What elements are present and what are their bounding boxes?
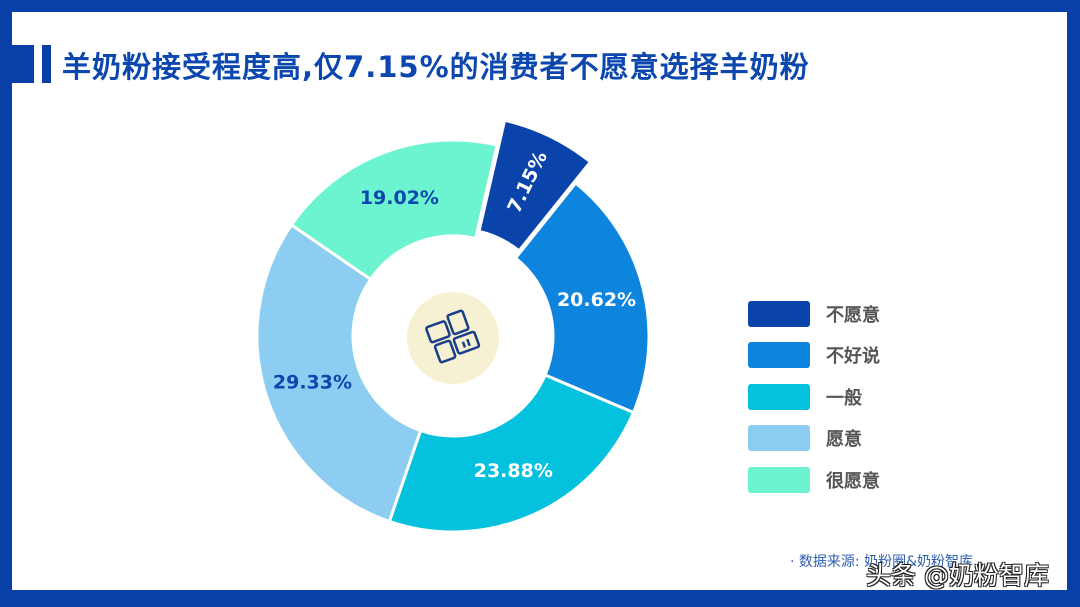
legend-item-unwilling: 不愿意 — [748, 293, 880, 335]
data-source-note: · 数据来源: 奶粉圈&奶粉智库 — [790, 554, 973, 570]
legend-item-willing: 愿意 — [748, 418, 880, 460]
title-accent-block — [12, 45, 34, 83]
center-badge — [407, 292, 499, 384]
legend-label: 愿意 — [826, 429, 862, 451]
donut-segment-3 — [255, 222, 423, 524]
donut-segment-1 — [513, 181, 651, 415]
legend-item-neutral: 一般 — [748, 376, 880, 418]
legend-swatch — [748, 466, 810, 493]
legend-swatch — [748, 342, 810, 369]
legend-swatch — [748, 425, 810, 452]
segment-label: 19.02% — [360, 187, 439, 209]
legend-label: 不愿意 — [826, 304, 880, 326]
segment-label: 23.88% — [474, 460, 553, 482]
legend-label: 不好说 — [826, 346, 880, 368]
title-accent-stripe — [42, 45, 51, 83]
legend-item-very-willing: 很愿意 — [748, 459, 880, 501]
segment-label: 20.62% — [557, 289, 636, 311]
watermark: 头条 @奶粉智库 — [866, 561, 1049, 590]
legend-swatch — [748, 383, 810, 410]
page-title: 羊奶粉接受程度高,仅7.15%的消费者不愿意选择羊奶粉 — [62, 50, 810, 84]
segment-label: 29.33% — [273, 371, 352, 393]
legend-label: 一般 — [826, 387, 862, 409]
donut-segment-0 — [477, 118, 593, 253]
legend-item-unsure: 不好说 — [748, 335, 880, 377]
donut-segment-2 — [387, 373, 636, 534]
dashboard-grid-icon — [425, 309, 481, 364]
legend-label: 很愿意 — [826, 470, 880, 492]
donut-segment-4 — [289, 138, 499, 282]
legend-swatch — [748, 300, 810, 327]
chart-legend: 不愿意 不好说 一般 愿意 很愿意 — [748, 293, 880, 501]
